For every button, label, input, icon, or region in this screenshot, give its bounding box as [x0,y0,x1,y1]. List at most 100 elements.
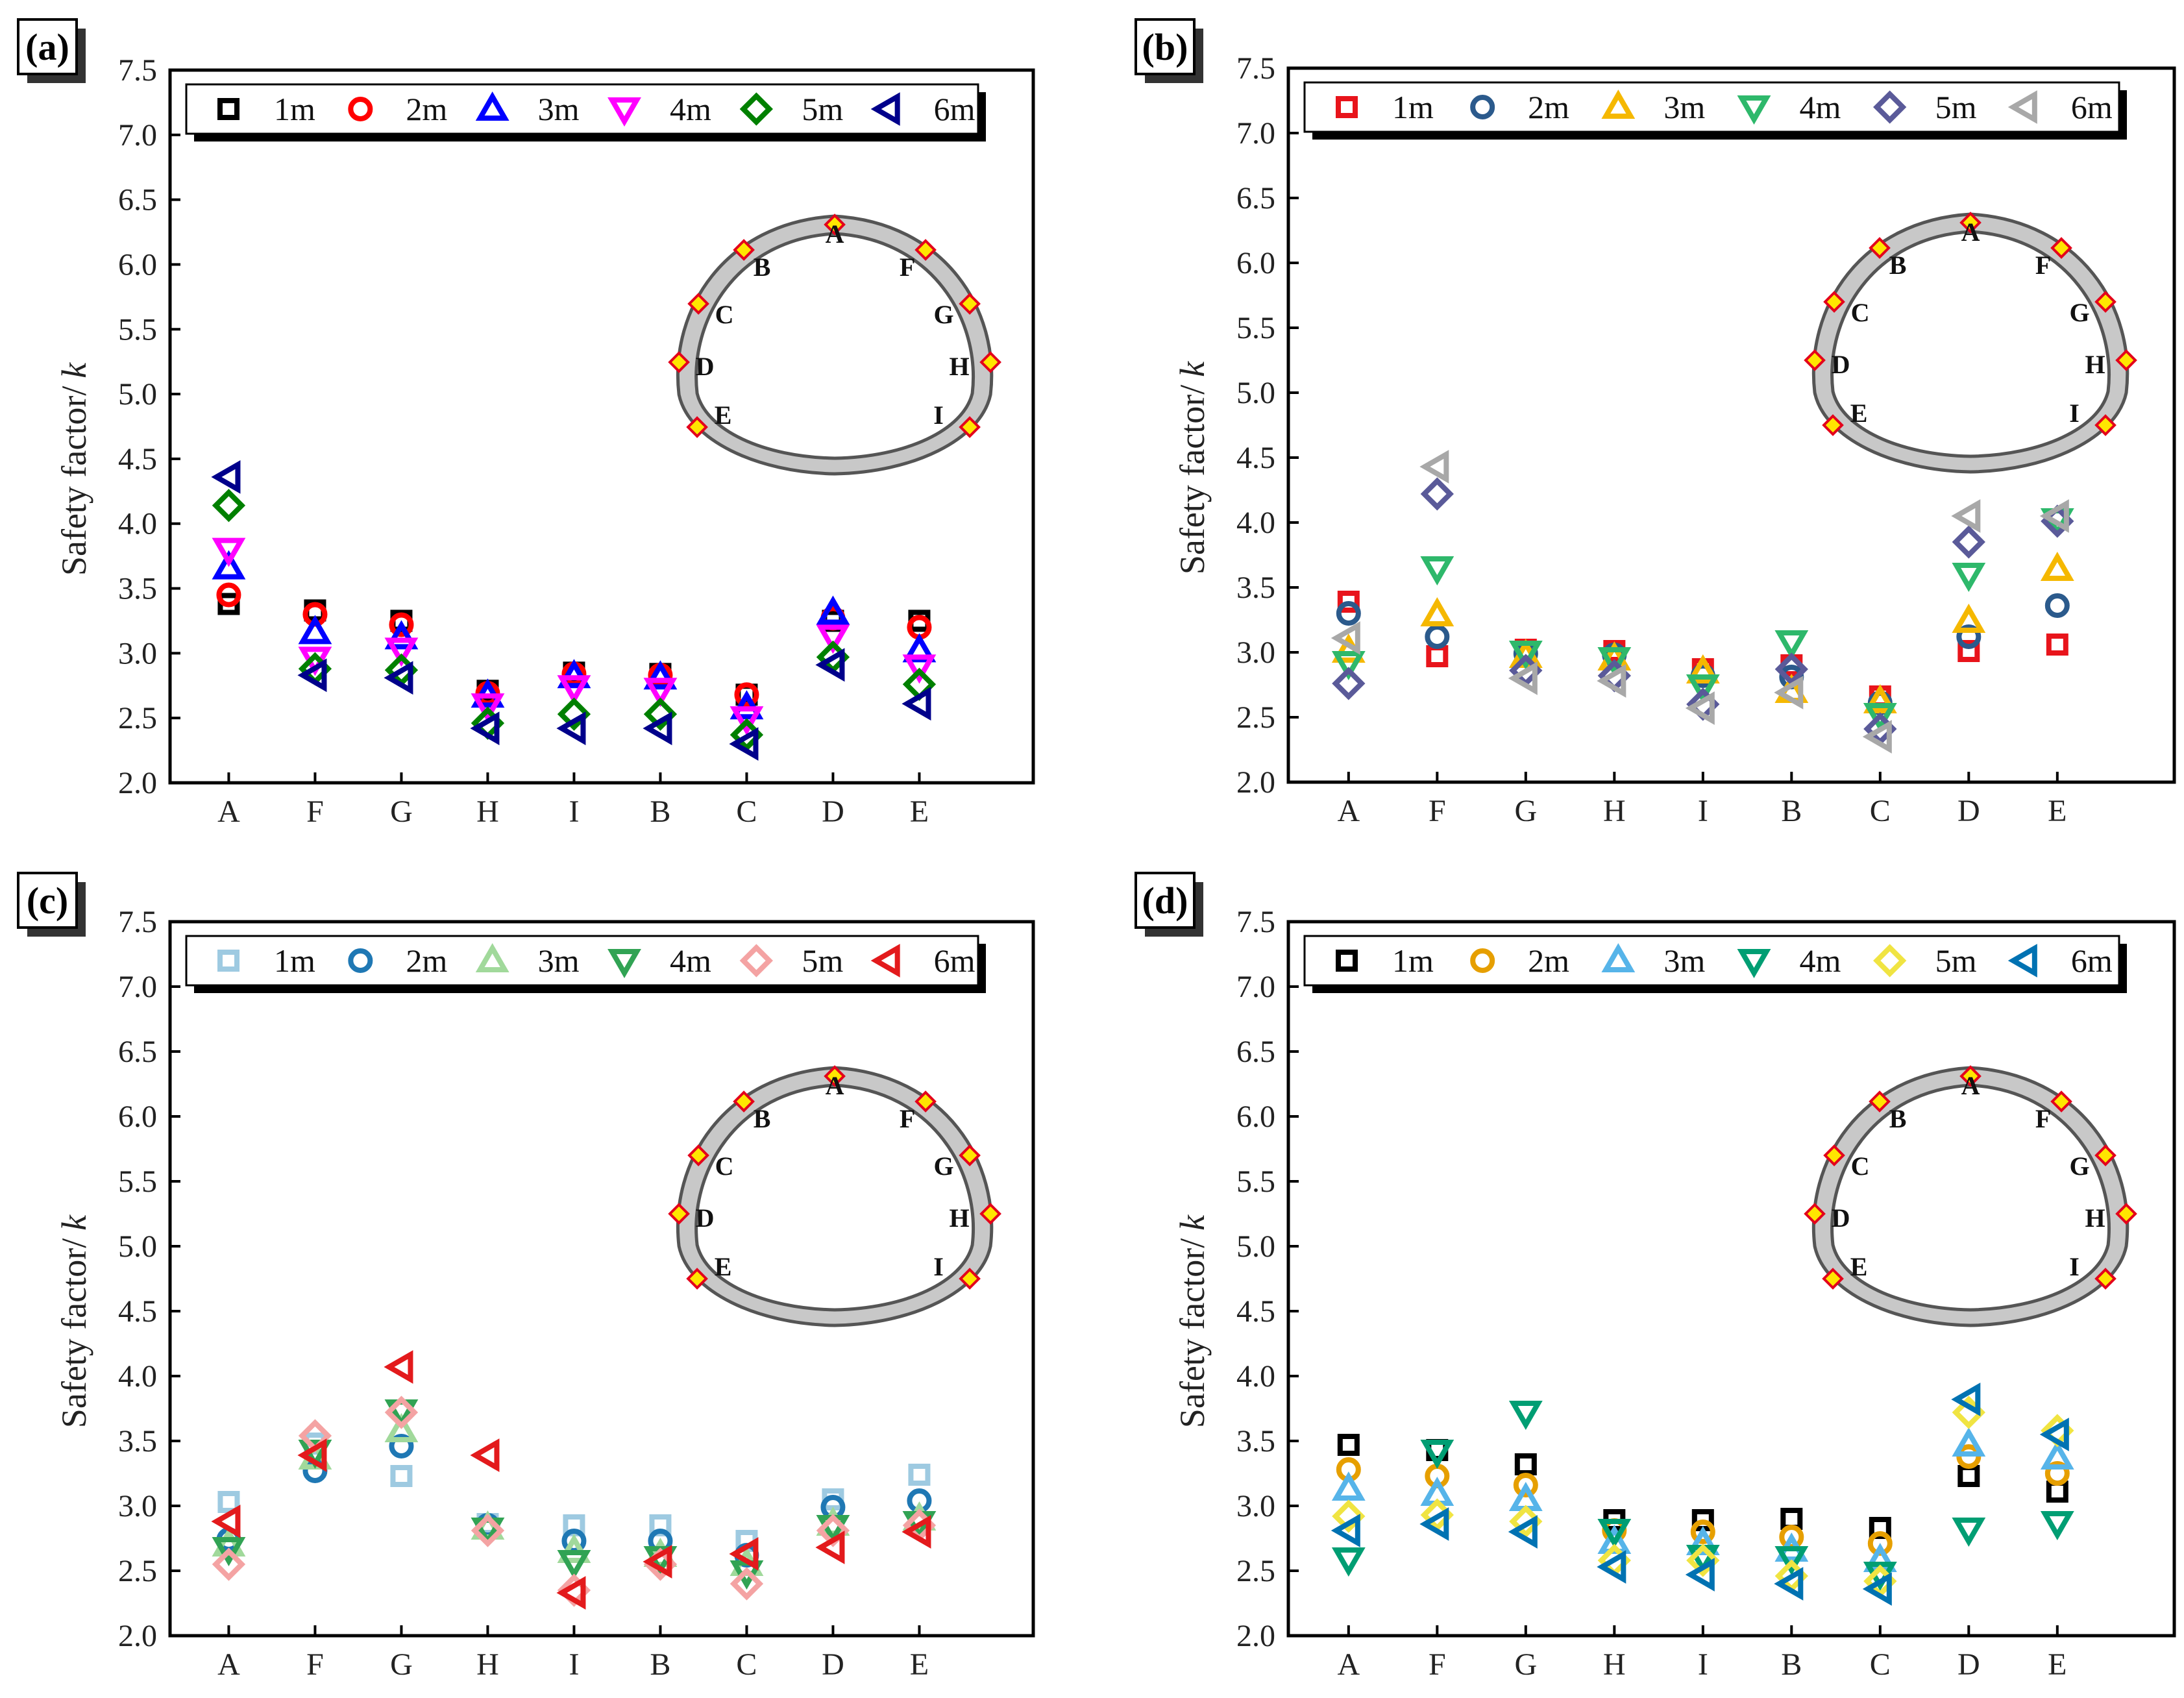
y-tick-label: 3.0 [1236,635,1275,670]
legend-label: 2m [1528,942,1569,979]
data-point-4m-F [1420,556,1454,586]
x-tick-label: D [822,1647,844,1682]
data-point-3m-F [298,615,332,645]
y-tick-label: 4.0 [118,507,157,541]
y-tick-label: 4.0 [1236,1359,1275,1394]
data-point-5m-D [1952,525,1985,559]
data-point-3m-D [1952,1427,1986,1457]
x-tick-label: F [306,794,324,829]
legend-marker-2m [348,948,373,973]
tunnel-point-label: I [933,1252,944,1281]
tunnel-point-label: E [1850,399,1868,428]
y-axis-label: Safety factor/k [1173,1214,1212,1428]
data-point-4m-I [1686,674,1720,704]
data-point-4m-C [1863,703,1897,733]
panel-label: (b) [1142,26,1188,68]
data-point-2m-G [389,1434,414,1458]
legend-label: 5m [1935,942,1977,979]
y-tick-label: 2.0 [118,1619,157,1653]
tunnel-lining [1811,212,2129,474]
tunnel-point-marker [686,1268,708,1290]
y-tick-label: 4.0 [118,1359,157,1394]
data-point-3m-D [816,595,850,625]
x-tick-label: I [569,1647,579,1682]
data-point-5m-I [557,697,591,731]
tunnel-point-marker [824,214,846,236]
x-tick-label: E [2048,794,2067,828]
data-point-1m-G [1514,1453,1537,1475]
data-point-6m-C [729,727,759,761]
tunnel-point-label: I [2069,1252,2080,1281]
plot-frame [1286,920,2176,1638]
data-point-6m-D [1951,499,1981,533]
data-point-4m-I [557,675,591,705]
panel-label: (d) [1142,880,1188,922]
x-tick-label: G [390,1647,413,1682]
tunnel-point-marker [733,1090,755,1113]
data-point-4m-A [212,1537,246,1567]
panel-label-box [1135,18,1196,75]
data-point-4m-H [1597,647,1632,677]
y-axis-label-main: Safety factor/ [55,1238,93,1428]
legend-label: 3m [538,91,580,127]
tunnel-point-marker [687,1144,709,1166]
tunnel-point-marker [1823,1144,1845,1166]
legend-label: 4m [1800,89,1841,125]
legend-marker-3m [475,942,509,972]
data-point-6m-I [1685,691,1715,725]
y-axis-label-main: Safety factor/ [55,386,93,576]
legend-label: 3m [1663,942,1705,979]
data-point-6m-I [556,711,586,746]
y-axis-label-var: k [55,362,93,378]
x-tick-label: F [1429,794,1446,828]
data-point-4m-A [1331,651,1366,681]
tunnel-point-marker [1804,1203,1826,1225]
tunnel-point-marker [824,1065,846,1087]
tunnel-point-label: H [950,352,970,381]
tunnel-point-label: C [1851,298,1870,327]
tunnel-point-label: E [715,1252,732,1281]
data-point-2m-C [734,682,759,708]
data-point-6m-H [470,711,500,746]
tunnel-point-marker [959,1144,981,1166]
x-tick-label: H [476,794,499,829]
x-tick-label: C [1870,794,1891,828]
legend-label: 4m [670,91,711,127]
legend-marker-6m [870,92,900,126]
legend-label: 6m [2071,89,2113,125]
x-tick-label: D [822,794,844,829]
data-point-3m-I [557,659,591,689]
y-tick-label: 3.0 [118,636,157,671]
y-tick-label: 3.5 [1236,571,1275,605]
data-point-2m-E [2044,593,2070,618]
x-tick-label: F [1429,1647,1446,1682]
legend-marker-4m [607,97,641,127]
tunnel-point-marker [2094,414,2117,436]
data-point-6m-A [211,1505,241,1538]
x-tick-label: D [1957,1647,1980,1682]
data-point-3m-G [384,1412,419,1442]
tunnel-point-label: B [1889,1104,1907,1133]
data-point-4m-D [1952,563,1986,593]
data-point-3m-A [212,550,246,580]
tunnel-point-marker [914,1090,937,1113]
tunnel-point-label: F [2035,251,2051,280]
data-point-5m-B [1774,652,1808,686]
data-point-6m-C [1862,720,1892,754]
y-tick-label: 5.5 [1236,1164,1275,1199]
data-point-6m-D [815,1531,845,1564]
panel-label: (c) [27,880,68,922]
tunnel-point-marker [687,293,709,315]
data-point-5m-A [212,489,246,523]
data-point-5m-F [1420,477,1454,511]
tunnel-point-marker [2115,1203,2137,1225]
data-point-3m-E [2040,551,2074,581]
x-tick-label: G [1514,1647,1537,1682]
chart-panel-d: (d) 2.0 2.5 3.0 3.5 4.0 4.5 5.0 5.5 6.0 6.5 7.0 7.5 A… [1135,872,2176,1682]
tunnel-point-marker [2050,1090,2072,1113]
data-point-1m-A [217,593,240,615]
x-tick-label: A [1337,794,1360,828]
data-point-6m-H [1597,664,1626,698]
tunnel-point-label: E [715,400,732,430]
legend-marker-4m [1737,95,1771,125]
